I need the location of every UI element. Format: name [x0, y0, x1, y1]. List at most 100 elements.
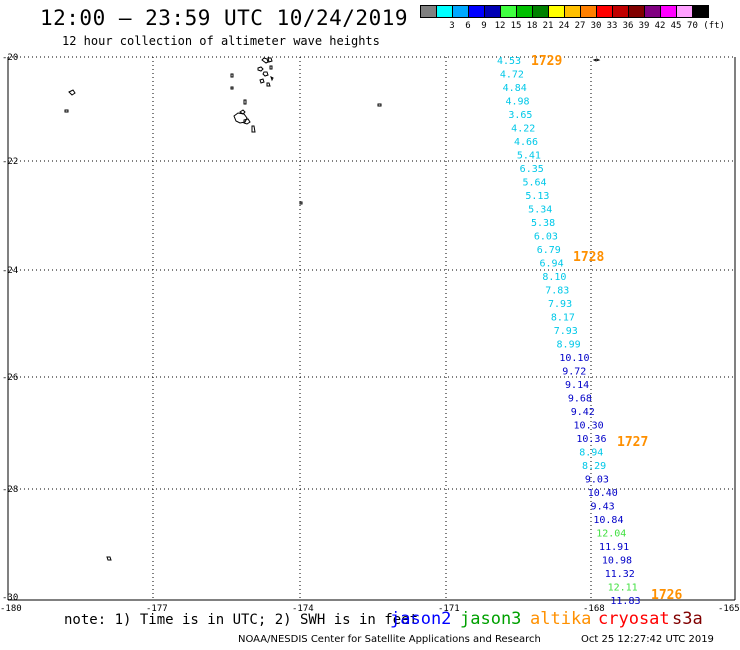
scale-label: 6: [465, 21, 471, 31]
scale-label: 3: [449, 21, 455, 31]
longitude-label: -168: [583, 604, 605, 614]
wave-height-value: 9.68: [568, 394, 592, 405]
wave-height-value: 5.64: [523, 178, 547, 189]
wave-height-value: 7.93: [554, 326, 578, 337]
credit-line: NOAA/NESDIS Center for Satellite Applica…: [238, 634, 541, 645]
island-outline: [377, 103, 382, 107]
generated-timestamp: Oct 25 12:27:42 UTC 2019: [581, 634, 714, 645]
wave-height-value: 5.38: [531, 218, 555, 229]
island-outline: [299, 201, 303, 205]
longitude-label: -165: [718, 604, 740, 614]
legend-jason2: jason2: [390, 609, 452, 629]
color-scale: [420, 5, 709, 18]
time-marker: 1728: [573, 250, 604, 265]
wave-height-value: 10.10: [559, 353, 589, 364]
map-grid: [7, 56, 736, 601]
wave-observations: 4.53 4.72 4.84 4.98 3.65 4.22 4.66 5.41 6.35 5.64…: [497, 56, 641, 607]
chart-subtitle: 12 hour collection of altimeter wave hei…: [62, 34, 380, 48]
latitude-label: -22: [2, 157, 18, 167]
wave-height-value: 11.32: [605, 569, 635, 580]
wave-height-value: 10.36: [576, 434, 606, 445]
island-outline: [257, 66, 264, 72]
longitude-label: -174: [292, 604, 314, 614]
wave-height-value: 4.66: [514, 137, 538, 148]
legend-altika: altika: [530, 609, 592, 629]
wave-height-value: 10.30: [574, 421, 604, 432]
latitude-label: -30: [2, 593, 18, 603]
latitude-label: -20: [2, 53, 18, 63]
scale-label: 18: [526, 21, 538, 31]
island-outline: [106, 556, 112, 561]
wave-height-value: 4.72: [500, 70, 524, 81]
island-outline: [243, 99, 247, 105]
latitude-label: -24: [2, 266, 18, 276]
scale-label: 30: [590, 21, 602, 31]
legend-s3a: s3a: [672, 609, 703, 629]
scale-label: 24: [558, 21, 570, 31]
scale-label: 45: [670, 21, 682, 31]
longitude-label: -171: [438, 604, 460, 614]
wave-height-value: 6.79: [537, 245, 561, 256]
wave-height-value: 8.10: [542, 272, 566, 283]
wave-height-value: 9.03: [585, 475, 609, 486]
island-outline: [270, 76, 274, 82]
island-outline: [266, 82, 271, 87]
island-outline: [267, 57, 273, 63]
island-outline: [259, 78, 265, 84]
legend-cryosat: cryosat: [598, 609, 670, 629]
wave-height-value: 4.22: [511, 124, 535, 135]
wave-height-value: 8.29: [582, 461, 606, 472]
island-outline: [243, 118, 251, 125]
time-marker: 1729: [531, 54, 562, 69]
longitude-label: -177: [146, 604, 168, 614]
wave-height-value: 11.91: [599, 542, 629, 553]
wave-height-value: 8.94: [579, 448, 603, 459]
latitude-label: -28: [2, 485, 18, 495]
island-outline: [262, 71, 269, 77]
axis-tick-labels: -20 -22 -24 -26 -28 -30-180 -177 -174 -171 -168 -1…: [0, 53, 740, 614]
footnote: note: 1) Time is in UTC; 2) SWH is in fe…: [64, 612, 419, 628]
island-outline: [251, 125, 256, 133]
scale-label: 21: [542, 21, 554, 31]
scale-label: 39: [638, 21, 650, 31]
scale-label: 42: [654, 21, 666, 31]
wave-height-value: 8.99: [557, 340, 581, 351]
time-marker: 1726: [651, 588, 682, 603]
wave-height-value: 9.42: [571, 407, 595, 418]
wave-height-value: 9.14: [565, 380, 589, 391]
wave-height-value: 11.83: [610, 596, 640, 607]
wave-height-value: 5.41: [517, 151, 541, 162]
wave-height-value: 6.35: [520, 164, 544, 175]
wave-height-value: 5.34: [528, 205, 552, 216]
wave-height-value: 10.84: [593, 515, 623, 526]
wave-height-value: 12.04: [596, 529, 626, 540]
wave-height-value: 8.17: [551, 313, 575, 324]
island-outline: [261, 57, 269, 64]
wave-height-value: 3.65: [508, 110, 532, 121]
island-outline: [68, 89, 76, 96]
wave-height-value: 7.93: [548, 299, 572, 310]
time-marker: 1727: [617, 435, 648, 450]
island-outline: [233, 112, 248, 124]
island-outline: [230, 73, 234, 78]
scale-label: 33: [606, 21, 618, 31]
color-scale-labels: 3 6 9 12 15 18 21 24 27 30 33 36 39 42 45 70 (ft): [420, 21, 740, 33]
longitude-label: -180: [0, 604, 22, 614]
scale-label: 12: [494, 21, 506, 31]
wave-height-value: 12.11: [608, 583, 638, 594]
wave-height-value: 4.84: [503, 83, 527, 94]
island-outline: [269, 65, 273, 70]
time-markers: 1729 1728 1727 1726: [531, 54, 682, 603]
wave-height-value: 6.03: [534, 232, 558, 243]
wave-height-value: 5.13: [525, 191, 549, 202]
scale-label: 15: [510, 21, 522, 31]
scale-label: 36: [622, 21, 634, 31]
island-outline: [239, 109, 246, 115]
scale-label: 70 (ft): [687, 21, 725, 31]
wave-height-value: 10.98: [602, 556, 632, 567]
legend-jason3: jason3: [460, 609, 522, 629]
wave-height-value: 6.94: [540, 259, 564, 270]
island-outline: [64, 109, 69, 113]
chart-title: 12:00 — 23:59 UTC 10/24/2019: [40, 6, 409, 30]
